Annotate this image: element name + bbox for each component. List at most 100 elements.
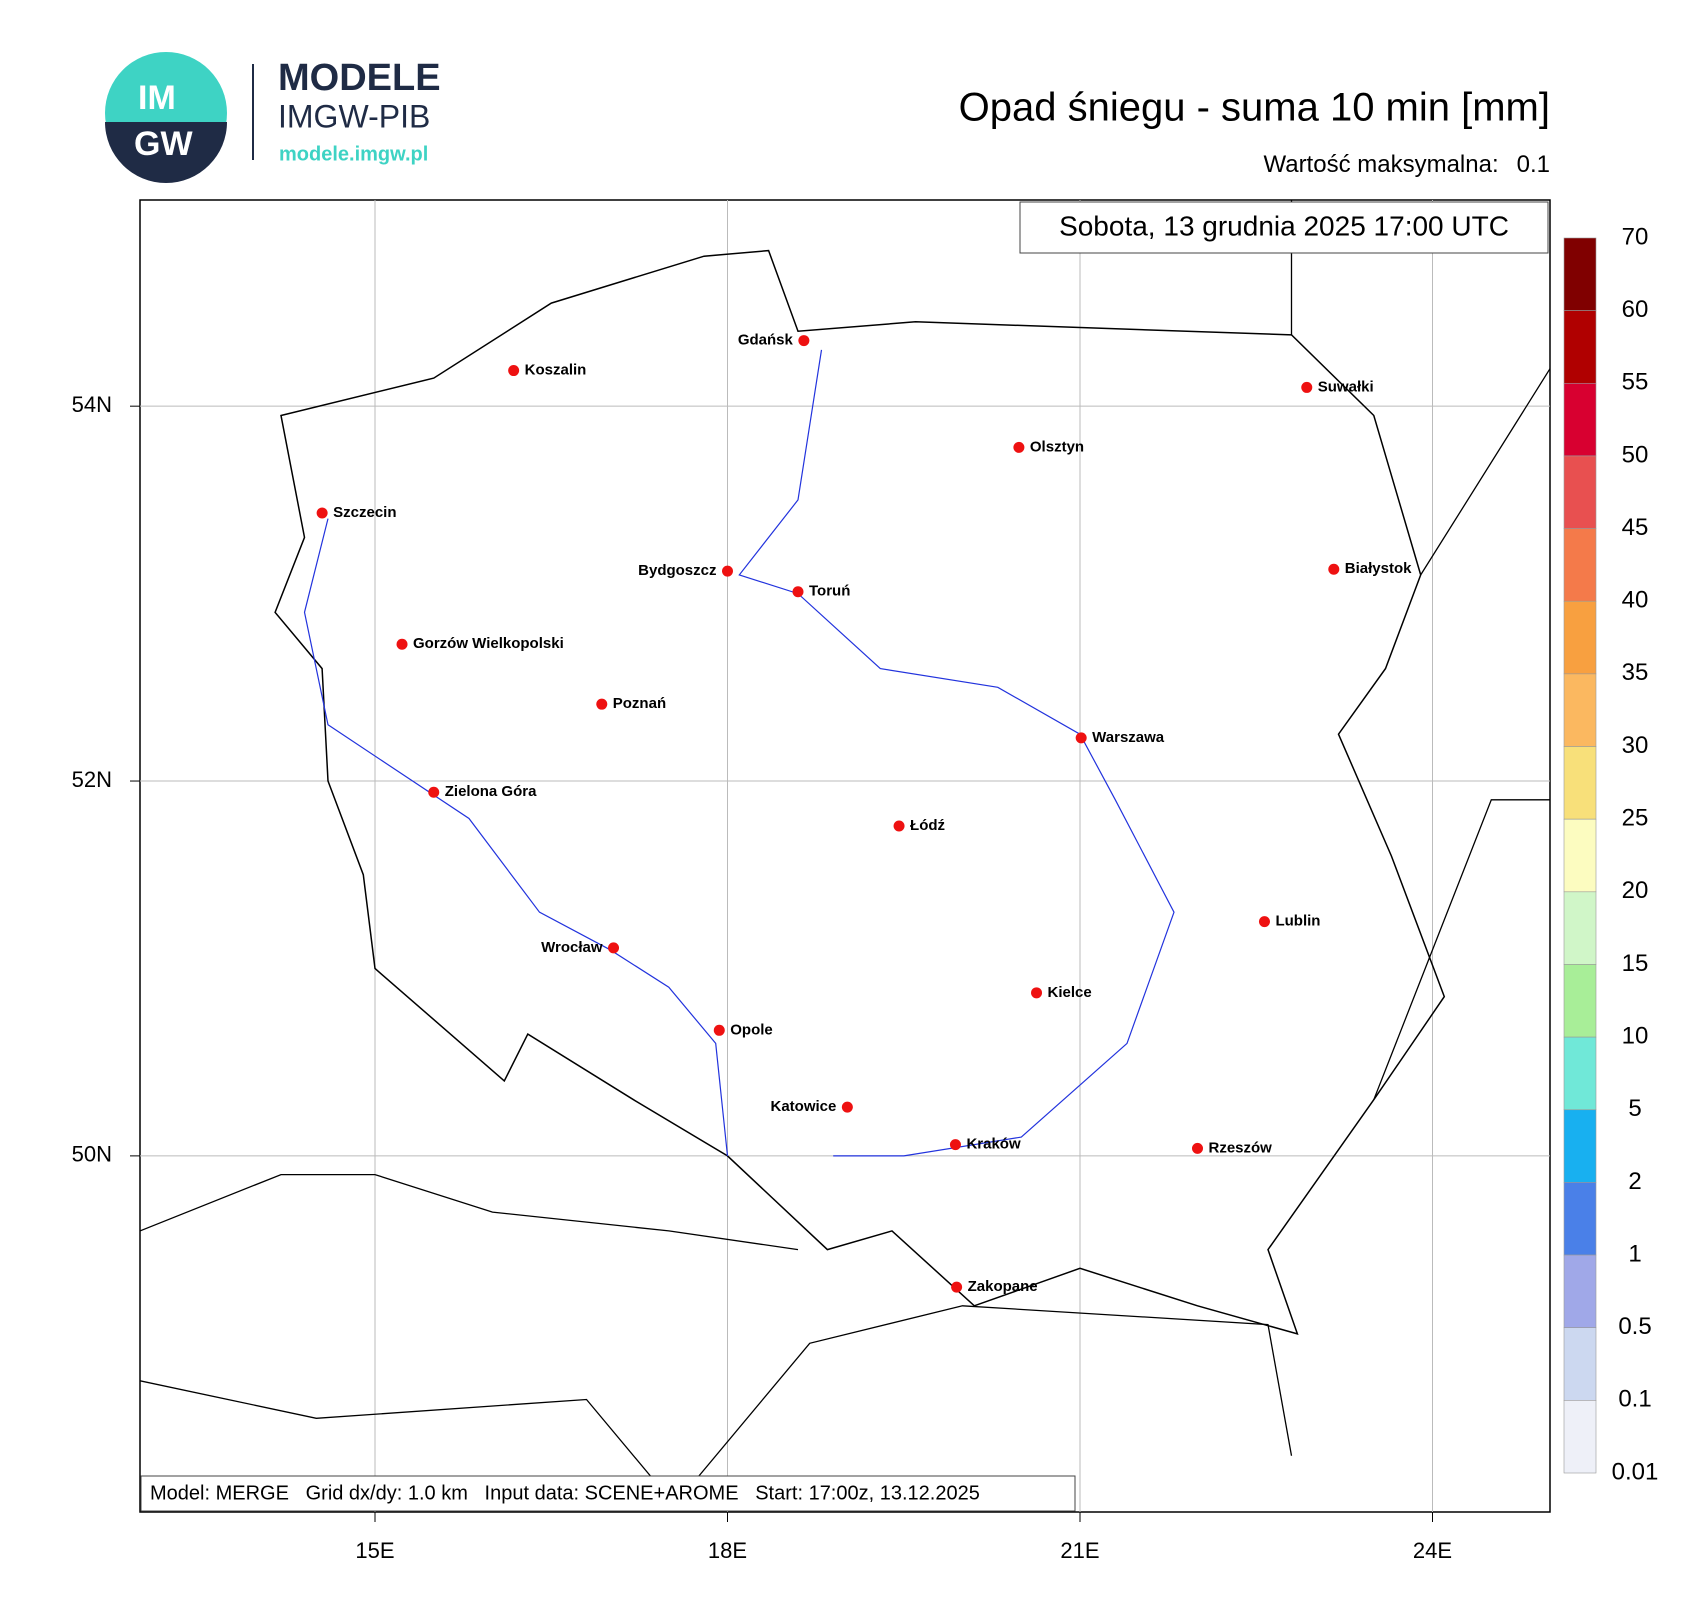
city-label: Zakopane bbox=[968, 1278, 1038, 1295]
city-label: Warszawa bbox=[1092, 729, 1165, 746]
neighbor-border bbox=[1420, 368, 1550, 576]
colorbar-label: 25 bbox=[1622, 805, 1649, 832]
river bbox=[303, 518, 729, 1156]
neighbor-border bbox=[1373, 799, 1550, 1100]
city-label: Szczecin bbox=[333, 504, 396, 521]
city-label: Opole bbox=[730, 1021, 773, 1038]
x-tick-label: 18E bbox=[708, 1538, 747, 1563]
city-marker bbox=[722, 565, 733, 577]
colorbar-label: 1 bbox=[1628, 1240, 1641, 1267]
city-marker bbox=[841, 1101, 853, 1113]
colorbar-label: 20 bbox=[1622, 877, 1649, 904]
city-label: Lublin bbox=[1275, 913, 1320, 930]
logo-org: IMGW-PIB bbox=[278, 98, 430, 134]
colorbar-label: 10 bbox=[1622, 1022, 1649, 1049]
colorbar-bin bbox=[1563, 455, 1597, 529]
city-label: Białystok bbox=[1345, 560, 1412, 577]
colorbar-bin bbox=[1563, 891, 1597, 965]
city-marker bbox=[949, 1139, 961, 1151]
colorbar-bin bbox=[1563, 746, 1597, 820]
city-marker bbox=[1301, 381, 1313, 393]
colorbar-label: 50 bbox=[1622, 441, 1649, 468]
colorbar-bin bbox=[1563, 818, 1597, 893]
city-marker bbox=[508, 365, 520, 377]
city-marker bbox=[1192, 1142, 1203, 1154]
colorbar-bin bbox=[1563, 964, 1597, 1038]
city-marker bbox=[1031, 987, 1043, 999]
y-tick-label: 52N bbox=[72, 767, 112, 792]
colorbar-label: 70 bbox=[1622, 223, 1649, 250]
city-marker bbox=[713, 1024, 725, 1036]
city-label: Kraków bbox=[966, 1136, 1021, 1153]
map-area: Gdańsk Koszalin Suwałki Olsztyn Szczecin Biał… bbox=[140, 200, 1550, 1512]
city-label: Zielona Góra bbox=[445, 783, 537, 800]
city-label: Gdańsk bbox=[738, 332, 794, 349]
colorbar-bin bbox=[1563, 1327, 1597, 1401]
colorbar-label: 35 bbox=[1622, 659, 1649, 686]
colorbar-label: 2 bbox=[1628, 1168, 1641, 1195]
city-marker bbox=[951, 1281, 963, 1293]
footer-box bbox=[140, 1475, 1076, 1512]
city-label: Gorzów Wielkopolski bbox=[413, 635, 564, 652]
city-label: Toruń bbox=[809, 583, 850, 600]
x-tick-label: 15E bbox=[355, 1538, 394, 1563]
colorbar-label: 40 bbox=[1622, 587, 1649, 614]
colorbar-bin bbox=[1563, 528, 1597, 602]
neighbor-border bbox=[668, 1305, 1293, 1512]
neighbor-border bbox=[140, 1173, 799, 1251]
map-title: Opad śniegu - suma 10 min [mm] bbox=[959, 86, 1550, 130]
city-label: Olsztyn bbox=[1030, 438, 1084, 455]
logo-badge-bottom: GW bbox=[134, 125, 193, 163]
city-marker bbox=[798, 335, 810, 347]
colorbar-bin bbox=[1563, 1036, 1597, 1111]
city-label: Bydgoszcz bbox=[638, 562, 716, 579]
city-label: Kielce bbox=[1048, 984, 1092, 1001]
city-marker bbox=[396, 638, 408, 650]
city-marker bbox=[893, 820, 905, 832]
colorbar-bin bbox=[1563, 382, 1597, 457]
max-label: Wartość maksymalna: bbox=[1263, 151, 1498, 178]
neighbor-border bbox=[140, 1380, 681, 1512]
max-line: Wartość maksymalna: 0.1 bbox=[1263, 151, 1550, 178]
map-frame bbox=[139, 199, 1551, 1513]
city-marker bbox=[1328, 563, 1340, 575]
logo-badge-lower bbox=[105, 122, 227, 183]
city-label: Rzeszów bbox=[1209, 1139, 1273, 1156]
colorbar-bin bbox=[1563, 1254, 1597, 1329]
x-tick-label: 21E bbox=[1060, 1538, 1099, 1563]
colorbar-label: 30 bbox=[1622, 732, 1649, 759]
country-border bbox=[274, 249, 1446, 1336]
city-marker bbox=[1258, 916, 1270, 928]
logo-url: modele.imgw.pl bbox=[279, 143, 428, 165]
city-marker bbox=[1075, 732, 1087, 744]
colorbar-label: 45 bbox=[1622, 514, 1649, 541]
date-box bbox=[1019, 201, 1549, 254]
date: Sobota, 13 grudnia 2025 17:00 UTC bbox=[1059, 210, 1509, 241]
x-tick-label: 24E bbox=[1413, 1538, 1452, 1563]
logo: IM GW MODELE IMGW-PIB modele.imgw.pl bbox=[105, 52, 441, 183]
city-label: Łódź bbox=[910, 817, 945, 834]
colorbar-bin bbox=[1563, 1182, 1597, 1256]
colorbar-label: 0.01 bbox=[1612, 1458, 1659, 1485]
city-label: Wrocław bbox=[541, 939, 603, 956]
colorbar-label: 15 bbox=[1622, 950, 1649, 977]
city-marker bbox=[1013, 441, 1025, 453]
city-label: Poznań bbox=[613, 695, 666, 712]
y-tick-label: 50N bbox=[72, 1142, 112, 1167]
colorbar-bin bbox=[1563, 237, 1597, 311]
footer: Model: MERGE Grid dx/dy: 1.0 km Input da… bbox=[150, 1482, 980, 1504]
city-marker bbox=[316, 507, 328, 519]
colorbar-label: 0.5 bbox=[1618, 1313, 1651, 1340]
colorbar-bin bbox=[1563, 673, 1597, 747]
logo-name: MODELE bbox=[278, 57, 441, 99]
colorbar-bin bbox=[1563, 310, 1597, 384]
y-tick-label: 54N bbox=[72, 392, 112, 417]
city-marker bbox=[608, 942, 620, 954]
logo-badge-top: IM bbox=[138, 79, 176, 117]
city-marker bbox=[428, 786, 440, 798]
colorbar-label: 5 bbox=[1628, 1095, 1641, 1122]
colorbar-label: 55 bbox=[1622, 369, 1649, 396]
colorbar-bin bbox=[1563, 1109, 1597, 1183]
max-value: 0.1 bbox=[1517, 151, 1550, 178]
city-label: Katowice bbox=[770, 1098, 836, 1115]
